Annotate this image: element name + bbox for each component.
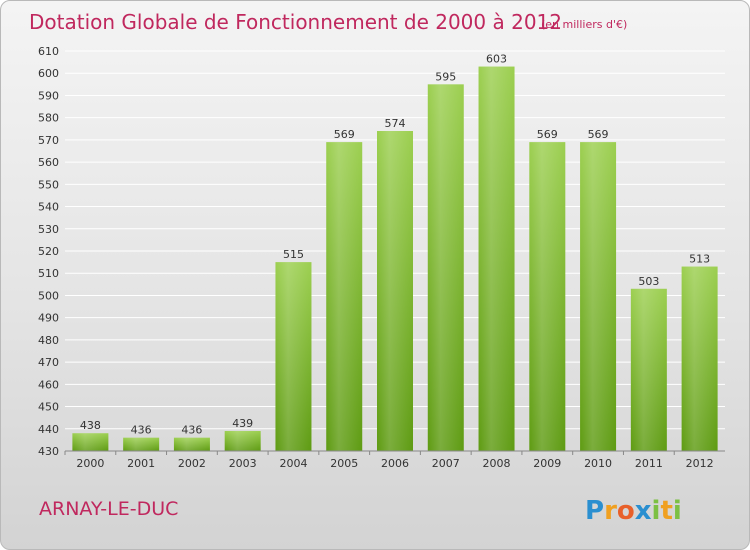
x-tick-label: 2011 (635, 457, 663, 470)
y-tick-label: 490 (38, 312, 59, 325)
y-tick-label: 610 (38, 45, 59, 58)
value-label: 569 (334, 128, 355, 141)
chart-subtitle: (en milliers d'€) (541, 18, 627, 31)
y-tick-label: 560 (38, 156, 59, 169)
x-tick-label: 2000 (76, 457, 104, 470)
value-label: 436 (181, 424, 202, 437)
bar-highlight (630, 288, 667, 451)
bar-highlight (224, 431, 261, 451)
x-tick-label: 2005 (330, 457, 358, 470)
bar-highlight (580, 142, 617, 451)
y-tick-label: 500 (38, 289, 59, 302)
y-tick-label: 510 (38, 267, 59, 280)
proxiti-logo: Proxiti (585, 496, 682, 526)
bar-highlight (123, 437, 160, 451)
logo-letter: i (652, 496, 661, 526)
logo-letter: t (660, 496, 672, 526)
value-label: 595 (435, 70, 456, 83)
logo-letter: P (585, 496, 604, 526)
x-tick-label: 2007 (432, 457, 460, 470)
bar-highlight (275, 262, 312, 451)
y-tick-label: 520 (38, 245, 59, 258)
chart-title: Dotation Globale de Fonctionnement de 20… (29, 10, 562, 34)
x-tick-label: 2010 (584, 457, 612, 470)
value-label: 439 (232, 417, 253, 430)
value-label: 603 (486, 53, 507, 66)
bars (72, 66, 718, 452)
bar-highlight (478, 66, 515, 452)
bar-highlight (427, 84, 464, 451)
y-tick-label: 480 (38, 334, 59, 347)
y-tick-label: 540 (38, 201, 59, 214)
x-tick-label: 2004 (279, 457, 307, 470)
y-tick-label: 440 (38, 423, 59, 436)
logo-letter: o (617, 496, 635, 526)
value-labels: 438 436 436 439 515 569 574 595 603 569 569 503 513 (80, 53, 710, 437)
value-label: 438 (80, 419, 101, 432)
y-tick-label: 460 (38, 378, 59, 391)
x-tick-label: 2001 (127, 457, 155, 470)
y-tick-label: 570 (38, 134, 59, 147)
value-label: 569 (588, 128, 609, 141)
y-tick-label: 550 (38, 178, 59, 191)
x-tick-label: 2002 (178, 457, 206, 470)
x-tick-label: 2008 (483, 457, 511, 470)
value-label: 513 (689, 253, 710, 266)
x-tick-label: 2003 (229, 457, 257, 470)
bar-highlight (173, 437, 210, 451)
logo-letter: r (604, 496, 617, 526)
bar-highlight (377, 131, 413, 451)
value-label: 436 (131, 424, 152, 437)
logo-letter: x (635, 496, 652, 526)
x-tick-label: 2012 (686, 457, 714, 470)
value-label: 503 (638, 275, 659, 288)
logo-letter: i (673, 496, 682, 526)
bar-highlight (529, 142, 566, 451)
y-tick-label: 600 (38, 67, 59, 80)
x-tick-label: 2006 (381, 457, 409, 470)
bar-highlight (326, 142, 363, 451)
y-tick-label: 470 (38, 356, 59, 369)
y-tick-label: 590 (38, 89, 59, 102)
bar-highlight (72, 433, 109, 451)
y-tick-label: 450 (38, 401, 59, 414)
bar-highlight (681, 266, 718, 451)
y-tick-label: 580 (38, 112, 59, 125)
x-tick-label: 2009 (533, 457, 561, 470)
value-label: 569 (537, 128, 558, 141)
y-tick-label: 530 (38, 223, 59, 236)
x-axis-ticks: 2000 2001 2002 2003 2004 2005 2006 2007 2008 2009… (64, 451, 714, 470)
y-axis-ticks: 430 440 450 460 470 480 490 500 510 520 530 540 550 5… (38, 45, 59, 458)
commune-name: ARNAY-LE-DUC (39, 498, 178, 520)
value-label: 574 (385, 117, 406, 130)
value-label: 515 (283, 248, 304, 261)
y-tick-label: 430 (38, 445, 59, 458)
